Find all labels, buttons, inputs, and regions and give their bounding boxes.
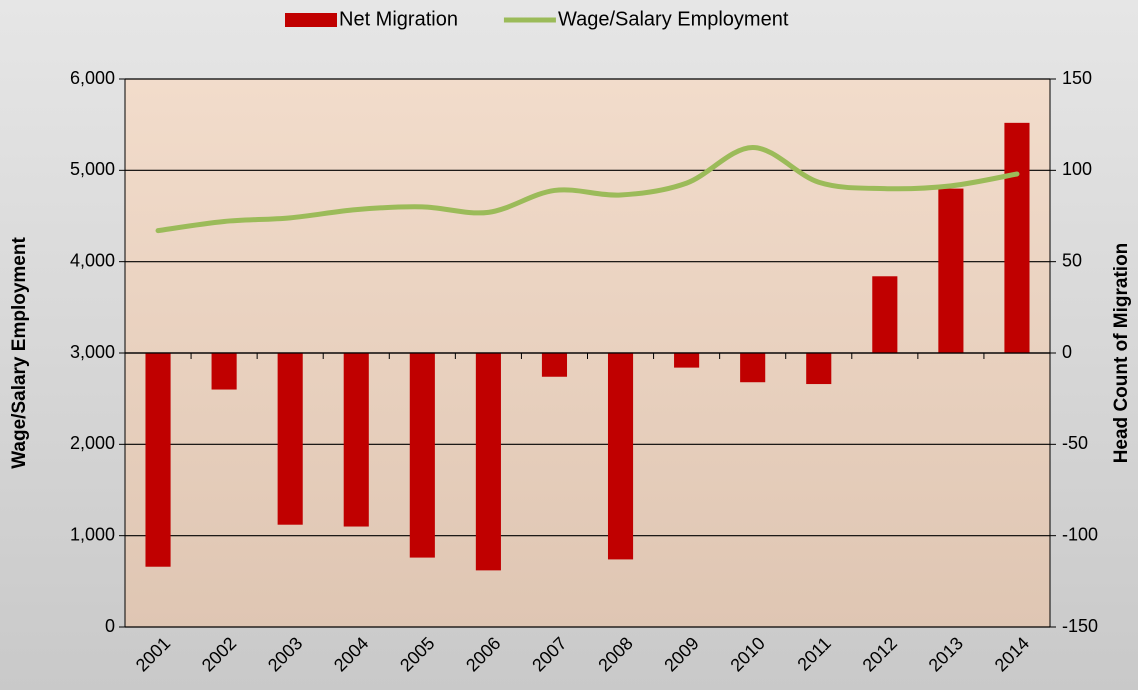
y2-tick-label: 50 bbox=[1062, 250, 1082, 270]
y2-tick-label: -150 bbox=[1062, 616, 1098, 636]
y2-tick-label: 150 bbox=[1062, 68, 1092, 88]
y-tick-label: 6,000 bbox=[70, 68, 115, 88]
legend-swatch bbox=[285, 13, 337, 27]
bar bbox=[409, 353, 435, 558]
y-tick-label: 3,000 bbox=[70, 342, 115, 362]
y-tick-label: 0 bbox=[105, 616, 115, 636]
bar bbox=[872, 276, 898, 353]
y2-axis-title: Head Count of Migration bbox=[1111, 243, 1132, 464]
bar bbox=[541, 353, 568, 377]
y2-tick-label: -100 bbox=[1062, 524, 1098, 544]
y2-tick-label: 0 bbox=[1062, 342, 1072, 362]
bar bbox=[145, 353, 171, 567]
y-axis-title: Wage/Salary Employment bbox=[9, 237, 30, 469]
bar bbox=[938, 188, 964, 353]
bar bbox=[740, 353, 766, 383]
y-tick-label: 2,000 bbox=[70, 433, 115, 453]
line bbox=[155, 144, 1020, 234]
y2-tick-label: -50 bbox=[1062, 433, 1088, 453]
bar bbox=[475, 353, 501, 571]
bar bbox=[277, 353, 303, 525]
bar bbox=[674, 353, 700, 368]
bar bbox=[1004, 122, 1030, 353]
y-tick-label: 5,000 bbox=[70, 159, 115, 179]
bar bbox=[343, 353, 369, 527]
y-tick-label: 1,000 bbox=[70, 524, 115, 544]
legend-label: Net Migration bbox=[339, 8, 458, 30]
bar bbox=[806, 353, 832, 385]
legend-label: Wage/Salary Employment bbox=[558, 8, 789, 30]
bar bbox=[607, 353, 634, 560]
y-tick-label: 4,000 bbox=[70, 250, 115, 270]
bar bbox=[211, 353, 237, 390]
y2-tick-label: 100 bbox=[1062, 159, 1092, 179]
